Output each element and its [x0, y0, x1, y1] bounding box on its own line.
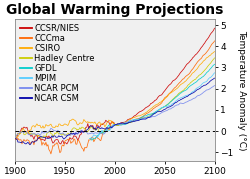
Y-axis label: Temperature Anomaly (°C): Temperature Anomaly (°C): [238, 30, 246, 150]
Title: Global Warming Projections: Global Warming Projections: [6, 3, 224, 18]
Legend: CCSR/NIES, CCCma, CSIRO, Hadley Centre, GFDL, MPIM, NCAR PCM, NCAR CSM: CCSR/NIES, CCCma, CSIRO, Hadley Centre, …: [19, 23, 96, 103]
